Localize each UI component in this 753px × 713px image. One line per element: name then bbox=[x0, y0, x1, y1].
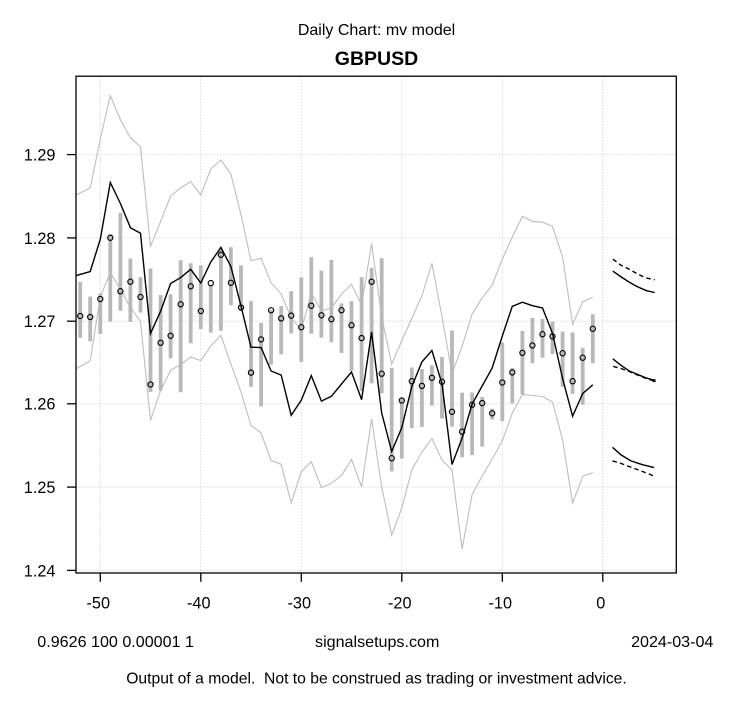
svg-text:0.9626 100 0.00001 1: 0.9626 100 0.00001 1 bbox=[37, 633, 194, 651]
svg-text:1.29: 1.29 bbox=[24, 147, 56, 165]
svg-text:2024-03-04: 2024-03-04 bbox=[631, 633, 713, 651]
svg-text:GBPUSD: GBPUSD bbox=[335, 48, 418, 70]
svg-text:0: 0 bbox=[596, 595, 605, 613]
svg-text:1.25: 1.25 bbox=[24, 479, 56, 497]
svg-text:1.28: 1.28 bbox=[24, 230, 56, 248]
svg-text:-20: -20 bbox=[388, 595, 412, 613]
svg-text:1.27: 1.27 bbox=[24, 313, 56, 331]
svg-text:1.24: 1.24 bbox=[24, 562, 56, 580]
svg-text:-10: -10 bbox=[489, 595, 513, 613]
svg-text:-30: -30 bbox=[288, 595, 312, 613]
svg-text:Output of a model. Not to be: Output of a model. Not to be construed a… bbox=[126, 671, 627, 688]
svg-text:signalsetups.com: signalsetups.com bbox=[315, 633, 439, 651]
svg-text:1.26: 1.26 bbox=[24, 396, 56, 414]
svg-text:-50: -50 bbox=[87, 595, 111, 613]
svg-text:Daily Chart: mv model: Daily Chart: mv model bbox=[298, 22, 455, 39]
svg-text:-40: -40 bbox=[187, 595, 211, 613]
